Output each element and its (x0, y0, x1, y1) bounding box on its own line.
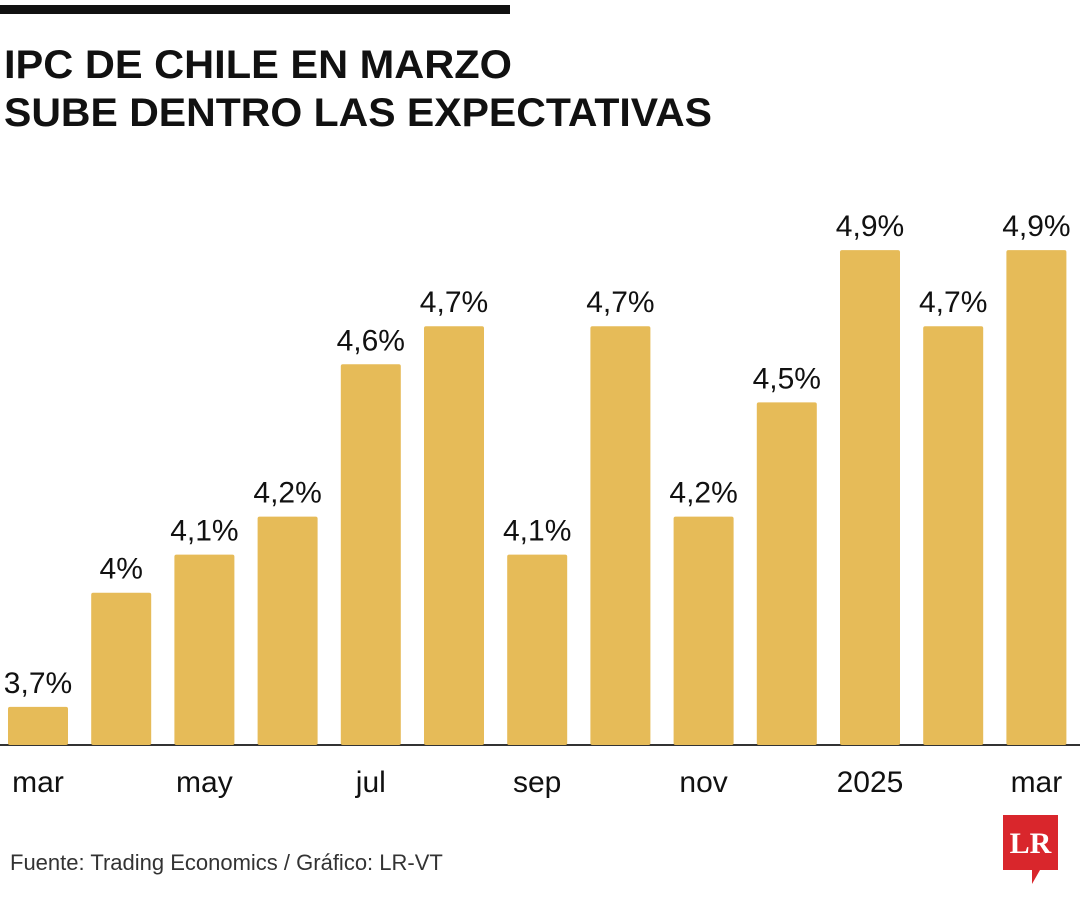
bar (507, 554, 568, 745)
value-label: 4,6% (337, 324, 405, 357)
bar (424, 326, 484, 745)
value-label: 3,7% (4, 667, 72, 700)
value-label: 4,7% (586, 286, 654, 319)
value-label: 4,7% (420, 286, 488, 319)
value-label: 4% (100, 553, 143, 586)
logo-box (1003, 815, 1058, 884)
value-label: 4,2% (669, 477, 737, 510)
x-tick-label: mar (12, 766, 64, 799)
x-tick-label: jul (355, 766, 386, 799)
bar (1006, 250, 1067, 746)
value-label: 4,1% (503, 515, 571, 548)
bar (174, 554, 235, 745)
value-label: 4,5% (753, 362, 821, 395)
bar (340, 364, 401, 745)
bar (840, 250, 900, 746)
bar (756, 402, 817, 745)
bar (590, 326, 651, 745)
bar (923, 326, 984, 745)
bar (257, 516, 318, 745)
value-label: 4,2% (253, 477, 321, 510)
value-label: 4,7% (919, 286, 987, 319)
chart-title: SUBE DENTRO LAS EXPECTATIVAS (4, 91, 712, 135)
top-rule (0, 5, 510, 14)
bar (673, 516, 734, 745)
logo: LR (1010, 827, 1052, 860)
x-tick-label: 2025 (837, 766, 904, 799)
value-label: 4,9% (836, 210, 904, 243)
x-tick-label: sep (513, 766, 561, 799)
value-label: 4,1% (170, 515, 238, 548)
chart-title: IPC DE CHILE EN MARZO (4, 43, 512, 87)
bar (8, 706, 68, 745)
bar (91, 592, 152, 745)
x-tick-label: nov (679, 766, 727, 799)
value-label: 4,9% (1002, 210, 1070, 243)
x-tick-label: may (176, 766, 233, 799)
source: Fuente: Trading Economics / Gráfico: LR-… (10, 850, 443, 875)
x-tick-label: mar (1011, 766, 1063, 799)
